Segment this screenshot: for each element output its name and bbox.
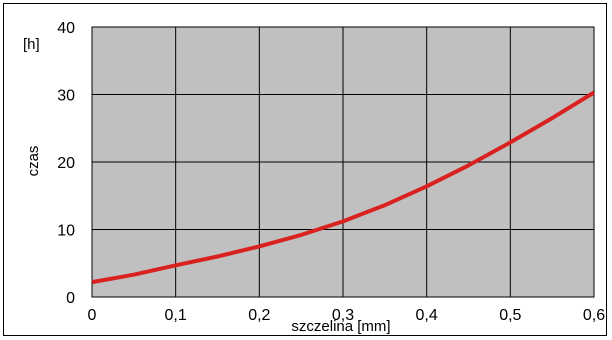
y-tick-label: 40 bbox=[57, 20, 75, 37]
x-tick-label: 0 bbox=[88, 307, 97, 324]
x-tick-label: 0,6 bbox=[583, 307, 605, 324]
x-tick-label: 0,3 bbox=[332, 307, 354, 324]
x-tick-label: 0,5 bbox=[499, 307, 521, 324]
x-axis-label: szczelina [mm] bbox=[291, 318, 390, 335]
x-tick-label: 0,2 bbox=[248, 307, 270, 324]
y-tick-label: 30 bbox=[57, 88, 75, 105]
y-tick-label: 20 bbox=[57, 155, 75, 172]
y-tick-labels: 0 10 20 30 40 bbox=[57, 20, 75, 307]
x-tick-label: 0,1 bbox=[165, 307, 187, 324]
y-axis-label: czas bbox=[25, 146, 42, 177]
grid-lines bbox=[91, 26, 595, 298]
y-tick-label: 10 bbox=[57, 223, 75, 240]
y-tick-label: 0 bbox=[66, 290, 75, 307]
x-tick-labels: 0 0,1 0,2 0,3 0,4 0,5 0,6 bbox=[88, 307, 606, 324]
x-tick-label: 0,4 bbox=[416, 307, 438, 324]
series-group bbox=[91, 90, 596, 285]
y-axis-unit: [h] bbox=[23, 36, 40, 53]
